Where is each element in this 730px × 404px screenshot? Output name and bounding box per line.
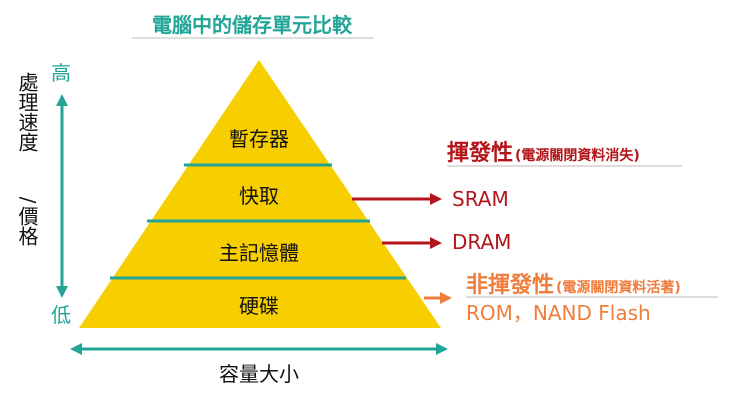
layer-hard-disk: 硬碟 bbox=[239, 294, 279, 318]
pyramid bbox=[79, 60, 441, 328]
low-label: 低 bbox=[51, 303, 71, 327]
rom-flash-label: ROM，NAND Flash bbox=[466, 301, 651, 325]
volatile-heading-text: 揮發性 bbox=[447, 141, 513, 166]
vertical-label-speed: 處理速度 bbox=[15, 72, 39, 152]
volatile-heading: 揮發性 (電源關閉資料消失) bbox=[447, 141, 640, 166]
layer-registers: 暫存器 bbox=[229, 127, 289, 151]
non-volatile-note: (電源關閉資料活著) bbox=[556, 279, 681, 296]
volatile-note: (電源關閉資料消失) bbox=[515, 147, 640, 164]
layer-cache: 快取 bbox=[239, 184, 279, 208]
layer-main-memory: 主記憶體 bbox=[219, 241, 299, 265]
non-volatile-heading: 非揮發性 (電源關閉資料活著) bbox=[466, 273, 681, 298]
horizontal-label-capacity: 容量大小 bbox=[219, 362, 299, 386]
dram-label: DRAM bbox=[452, 230, 511, 254]
diagram-title: 電腦中的儲存單元比較 bbox=[152, 13, 353, 37]
high-label: 高 bbox=[51, 61, 71, 85]
sram-label: SRAM bbox=[452, 187, 509, 211]
vertical-label-price: 價格 bbox=[15, 206, 39, 246]
non-volatile-heading-text: 非揮發性 bbox=[466, 273, 554, 298]
vertical-label-separator: / bbox=[16, 197, 40, 204]
